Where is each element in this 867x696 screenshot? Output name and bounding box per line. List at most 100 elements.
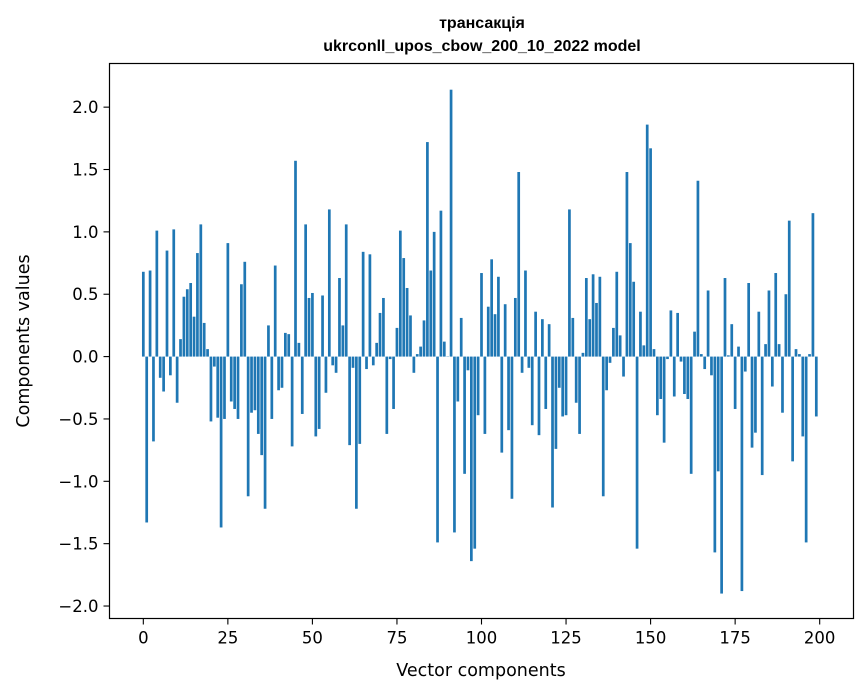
bar-component-58 (338, 278, 341, 357)
bar-component-107 (503, 304, 507, 357)
bar-component-23 (219, 356, 223, 528)
bar-component-119 (544, 356, 548, 409)
bar-component-120 (547, 324, 551, 357)
bar-component-101 (483, 356, 487, 434)
bar-component-74 (392, 356, 395, 409)
bar-component-13 (185, 289, 189, 357)
bar-component-32 (250, 356, 253, 413)
bar-component-145 (632, 281, 636, 357)
bar-component-141 (618, 335, 622, 357)
bar-component-138 (608, 356, 612, 363)
bar-component-188 (777, 344, 781, 357)
bar-component-21 (212, 356, 216, 367)
x-tick-label: 50 (302, 629, 323, 648)
bar-component-38 (270, 356, 274, 419)
bar-component-2 (148, 270, 152, 357)
bar-component-180 (750, 356, 754, 448)
bar-component-72 (385, 356, 389, 434)
bar-component-19 (206, 349, 209, 357)
bar-component-20 (209, 356, 213, 422)
bar-component-185 (767, 290, 771, 357)
x-tick-label: 175 (719, 629, 751, 648)
bar-component-65 (361, 251, 365, 357)
bar-component-144 (628, 243, 632, 357)
bar-component-42 (284, 332, 287, 357)
bar-component-81 (415, 354, 419, 357)
y-axis-label: Components values (14, 254, 34, 427)
y-tick-label: 1.0 (72, 223, 98, 242)
bar-component-16 (196, 253, 199, 357)
bar-component-137 (605, 356, 608, 391)
bar-component-61 (348, 356, 351, 446)
bar-component-27 (233, 356, 236, 409)
bar-component-193 (794, 349, 798, 357)
bar-component-60 (344, 224, 348, 357)
bar-component-43 (287, 334, 291, 357)
bar-component-189 (781, 356, 784, 413)
bar-component-170 (716, 356, 720, 472)
bar-component-55 (327, 209, 331, 357)
bar-component-29 (240, 284, 243, 357)
bar-component-192 (791, 356, 794, 462)
bar-component-175 (733, 356, 737, 409)
bar-component-187 (774, 273, 778, 357)
bar-component-171 (720, 356, 723, 594)
bar-component-64 (358, 356, 362, 444)
bar-component-99 (476, 356, 480, 416)
bar-component-46 (297, 342, 301, 357)
bar-component-153 (659, 356, 663, 399)
bar-component-52 (317, 356, 321, 429)
bar-component-6 (162, 356, 165, 392)
bar-component-95 (463, 356, 466, 474)
bar-component-128 (574, 356, 578, 403)
bar-component-142 (622, 356, 625, 377)
bar-component-112 (520, 356, 524, 373)
bar-component-33 (253, 356, 257, 411)
y-tick-label: −2.0 (58, 597, 98, 616)
bar-component-199 (814, 356, 818, 417)
bar-component-48 (304, 224, 307, 357)
bar-component-152 (656, 356, 659, 416)
bar-component-80 (412, 356, 416, 373)
bar-component-117 (537, 356, 541, 436)
bar-component-10 (175, 356, 179, 403)
bar-component-100 (480, 273, 483, 357)
bar-component-191 (787, 220, 791, 357)
y-axis-ticks: 2.0 1.5 1.0 0.5 0.0 −0.5 −1.0 −1.5 −2.0 (58, 98, 110, 616)
bar-component-173 (727, 355, 730, 357)
bar-component-165 (699, 354, 703, 357)
bar-component-50 (311, 292, 314, 357)
bar-component-15 (192, 316, 196, 357)
bar-component-164 (696, 180, 700, 357)
bar-component-190 (784, 294, 788, 357)
bar-component-195 (801, 356, 805, 437)
bar-component-115 (530, 356, 534, 426)
bar-component-36 (263, 356, 267, 509)
bar-component-186 (770, 356, 774, 387)
y-tick-label: 2.0 (72, 98, 98, 117)
bar-component-25 (226, 243, 230, 357)
bar-component-113 (524, 270, 527, 357)
bar-component-124 (561, 356, 565, 417)
y-tick-label: 0.5 (72, 285, 98, 304)
bar-component-1 (145, 356, 149, 523)
bar-component-172 (723, 278, 727, 357)
bar-component-151 (652, 349, 656, 357)
bar-component-103 (490, 259, 493, 357)
x-tick-label: 0 (138, 629, 149, 648)
bar-component-126 (568, 209, 571, 357)
x-axis-label: Vector components (396, 661, 565, 681)
bar-component-26 (229, 356, 233, 402)
bar-component-197 (808, 354, 811, 357)
bar-component-4 (155, 230, 159, 357)
bar-component-196 (804, 356, 808, 543)
bar-component-75 (395, 327, 399, 357)
bar-component-178 (743, 356, 747, 372)
bar-component-22 (216, 356, 220, 418)
bar-component-49 (307, 297, 311, 357)
bar-component-30 (243, 261, 247, 357)
bar-component-122 (554, 356, 558, 449)
bar-component-8 (169, 356, 172, 376)
y-tick-label: −0.5 (58, 410, 98, 429)
x-tick-label: 125 (550, 629, 582, 648)
